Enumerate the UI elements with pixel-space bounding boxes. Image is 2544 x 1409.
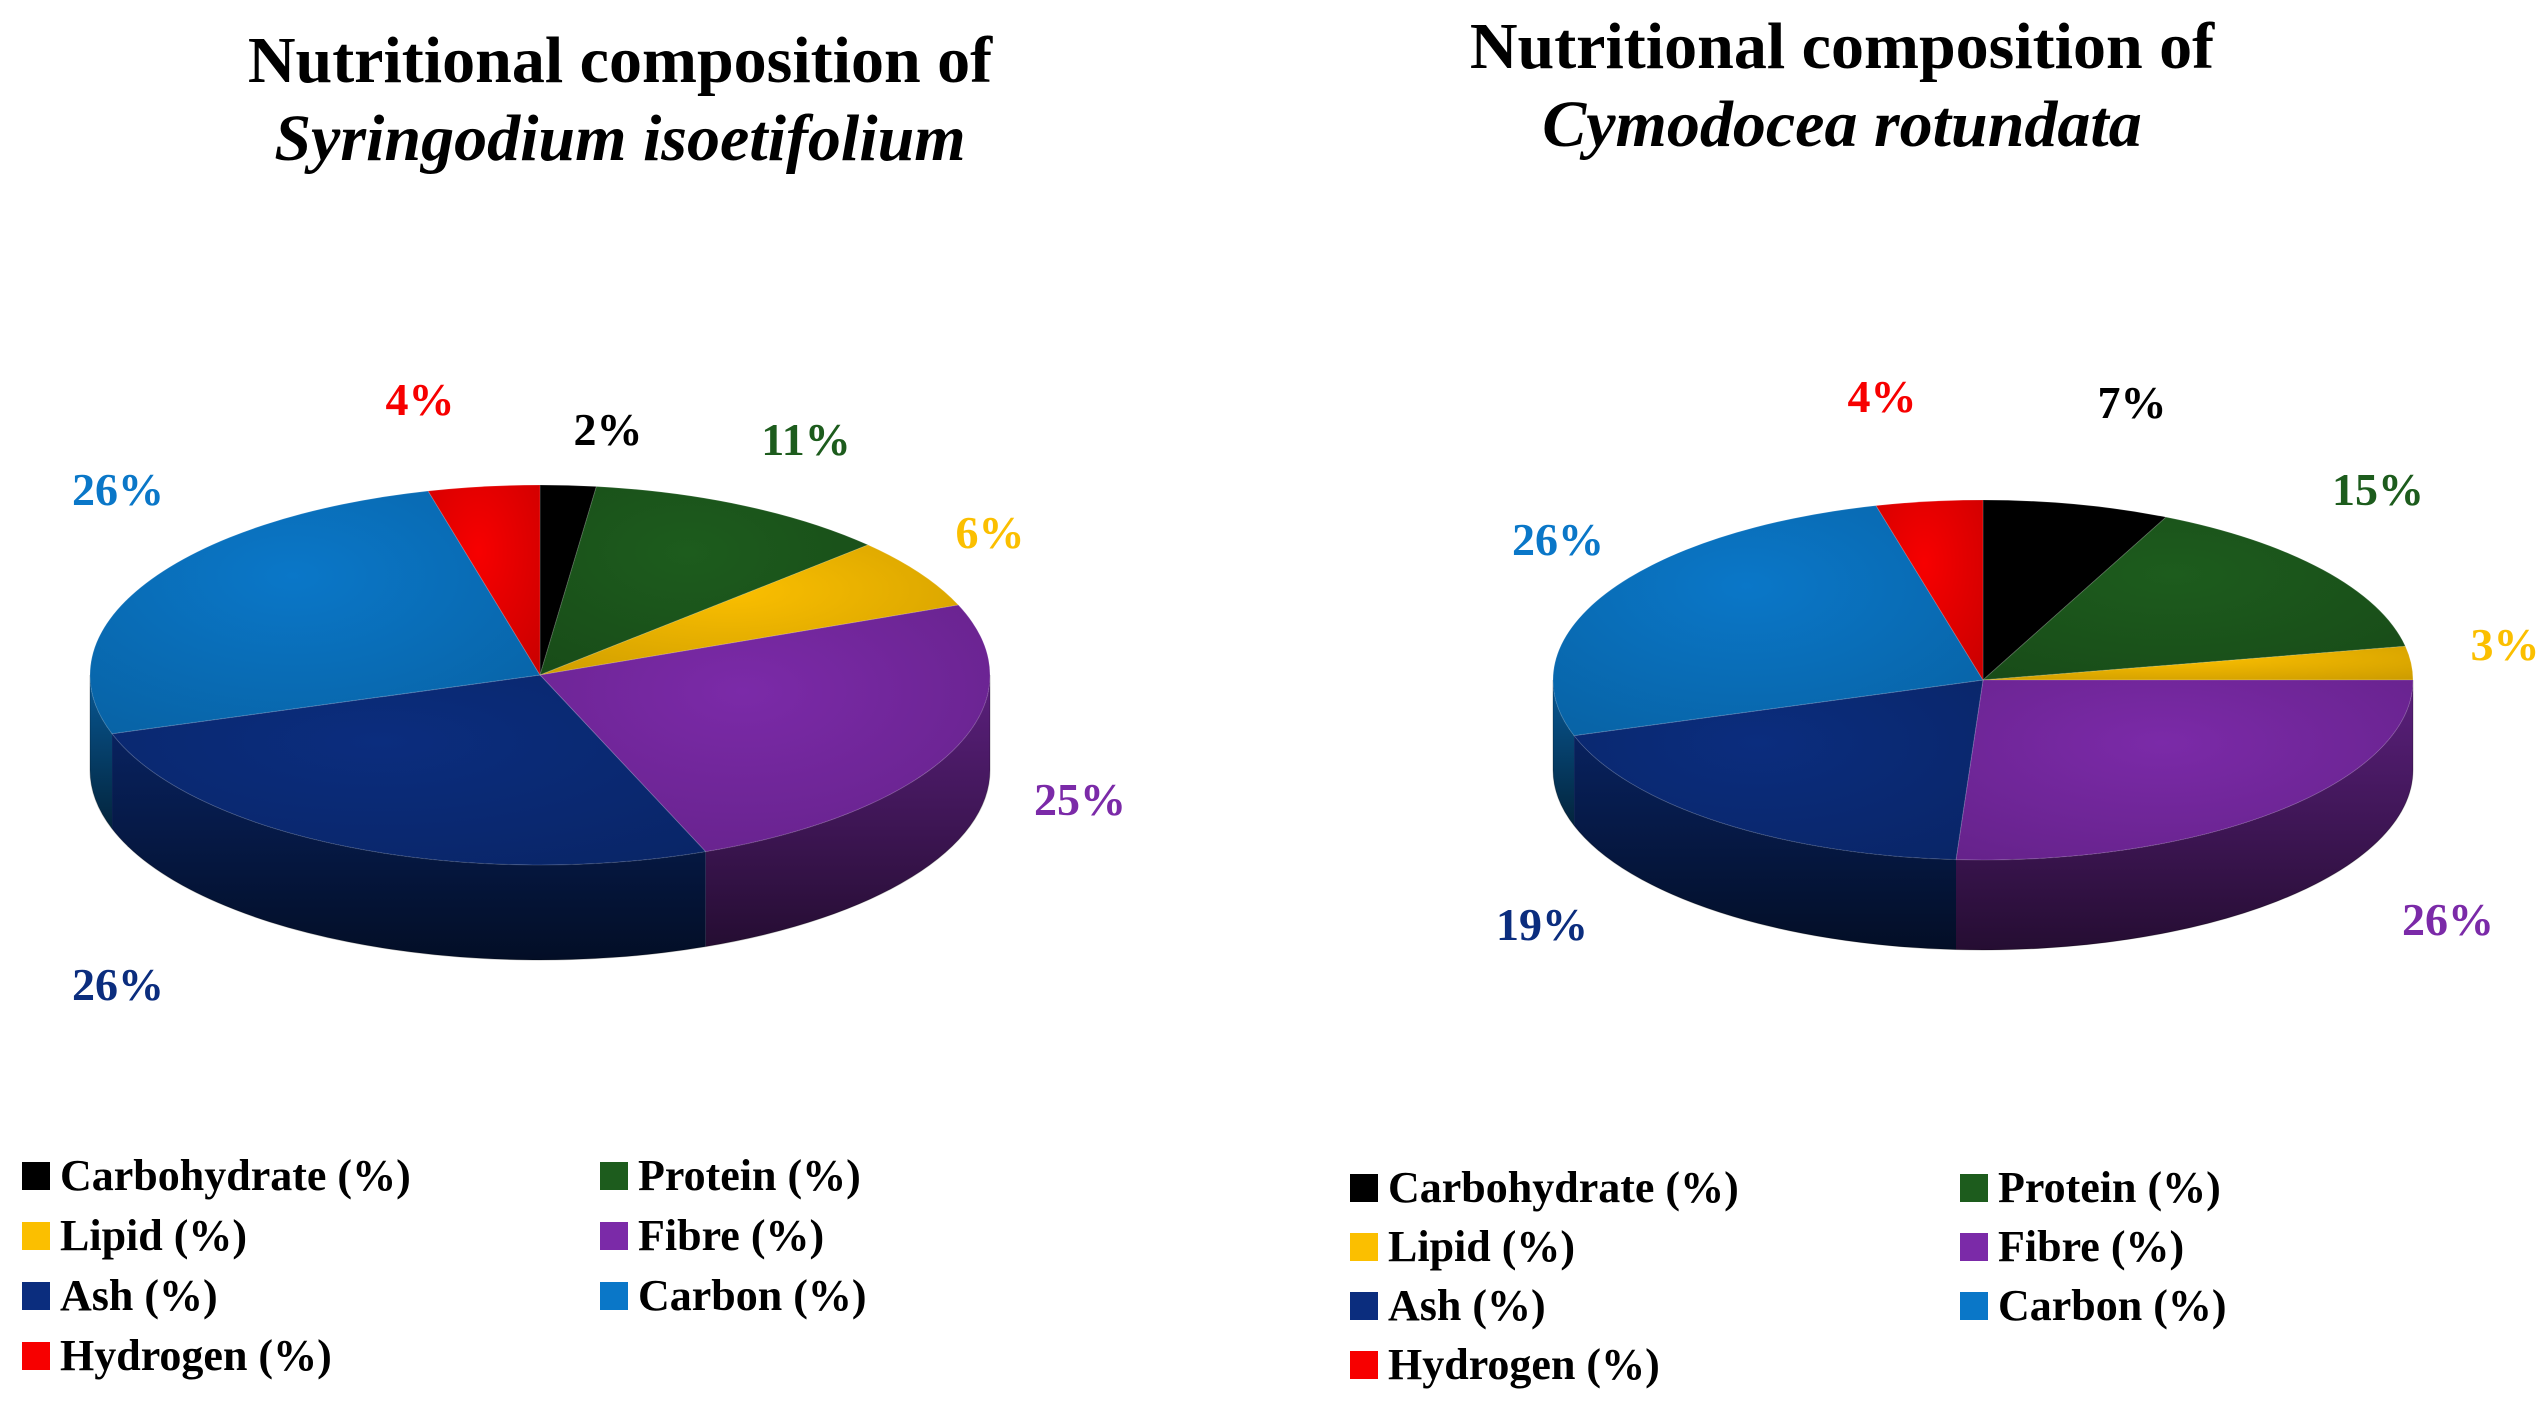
pie-slice-side (1574, 735, 1956, 950)
pie-slice-hydrogen (427, 484, 541, 677)
pie-slice-carbohydrate (1982, 499, 2168, 682)
legend-swatch (600, 1162, 628, 1190)
pie-chart-syringodium: 2% 11% 6% 25% 26% 26% 4% (72, 374, 1126, 1010)
pie-slice-side (1956, 680, 2413, 950)
legend-item: Carbohydrate (%) (22, 1150, 411, 1202)
pie-slice-side (1553, 680, 1575, 826)
legend-item: Fibre (%) (600, 1210, 824, 1262)
legend-swatch (22, 1222, 50, 1250)
legend-swatch (22, 1282, 50, 1310)
legend-item: Hydrogen (%) (1350, 1339, 1660, 1391)
data-label: 4% (386, 374, 455, 425)
legend-swatch (1350, 1174, 1378, 1202)
legend-item: Ash (%) (22, 1270, 218, 1322)
pie-slice-ash (1573, 679, 1984, 861)
legend-item: Hydrogen (%) (22, 1330, 332, 1382)
data-label: 26% (72, 464, 164, 515)
legend-swatch (1350, 1233, 1378, 1261)
pie-slice-fibre (1955, 679, 2414, 861)
pie-slice-protein (1981, 516, 2407, 681)
data-label: 26% (1512, 514, 1604, 565)
data-label: 2% (574, 404, 643, 455)
legend-swatch (600, 1222, 628, 1250)
legend-item: Ash (%) (1350, 1280, 1546, 1332)
title-species: Cymodocea rotundata (1542, 88, 2142, 161)
pie-slice-lipid (1982, 645, 2414, 681)
legend-item: Carbon (%) (1960, 1280, 2227, 1332)
legend-label: Ash (%) (1388, 1281, 1546, 1330)
legend-item: Fibre (%) (1960, 1221, 2184, 1273)
pie-slice-protein (539, 485, 870, 676)
legend-label: Lipid (%) (60, 1211, 248, 1260)
legend-swatch (1350, 1351, 1378, 1379)
pie-base-edge (89, 675, 991, 961)
legend-label: Fibre (%) (638, 1211, 825, 1260)
chart-title: Nutritional composition of Cymodocea rot… (1220, 8, 2464, 164)
legend-label: Hydrogen (%) (1388, 1340, 1660, 1389)
legend-label: Protein (%) (1998, 1163, 2221, 1212)
legend-label: Fibre (%) (1998, 1222, 2185, 1271)
legend-item: Lipid (%) (1350, 1221, 1575, 1273)
legend-label: Protein (%) (638, 1151, 861, 1200)
legend-item: Protein (%) (1960, 1162, 2221, 1214)
legend-swatch (1960, 1233, 1988, 1261)
pie-slice-carbon (1552, 505, 1984, 737)
legend-label: Carbon (%) (638, 1271, 867, 1320)
pie-slice-side (112, 733, 706, 960)
legend-label: Carbohydrate (%) (60, 1151, 411, 1200)
legend-label: Hydrogen (%) (60, 1331, 332, 1380)
legend-item: Lipid (%) (22, 1210, 247, 1262)
data-label: 4% (1848, 371, 1917, 422)
data-label: 26% (72, 959, 164, 1010)
pie-slice-side (705, 675, 990, 947)
title-line: Nutritional composition of (1469, 10, 2215, 83)
data-label: 7% (2098, 377, 2167, 428)
data-label: 15% (2332, 464, 2424, 515)
data-label: 6% (956, 507, 1025, 558)
legend-item: Carbon (%) (600, 1270, 867, 1322)
legend-swatch (600, 1282, 628, 1310)
legend-swatch (22, 1342, 50, 1370)
pie-slice-ash (111, 674, 707, 866)
pie-slice-fibre (538, 604, 991, 853)
chart-panel-syringodium: Nutritional composition of Syringodium i… (0, 0, 1240, 1409)
data-label: 26% (2402, 894, 2494, 945)
pie-slice-side (90, 675, 113, 829)
data-label: 19% (1496, 899, 1588, 950)
legend-swatch (1960, 1292, 1988, 1320)
pie-slice-carbohydrate (539, 484, 598, 676)
chart-title: Nutritional composition of Syringodium i… (0, 22, 1240, 178)
chart-panel-cymodocea: Nutritional composition of Cymodocea rot… (1300, 0, 2544, 1409)
legend-swatch (1350, 1292, 1378, 1320)
data-label: 3% (2471, 619, 2540, 670)
legend-label: Carbon (%) (1998, 1281, 2227, 1330)
legend-label: Lipid (%) (1388, 1222, 1576, 1271)
legend-swatch (22, 1162, 50, 1190)
legend-label: Ash (%) (60, 1271, 218, 1320)
title-line: Nutritional composition of (247, 24, 993, 97)
legend-item: Protein (%) (600, 1150, 861, 1202)
pie-chart-cymodocea: 7% 15% 3% 26% 19% 26% 4% (1496, 371, 2540, 951)
legend-label: Carbohydrate (%) (1388, 1163, 1739, 1212)
data-label: 11% (761, 414, 850, 465)
title-species: Syringodium isoetifolium (274, 102, 966, 175)
pie-base-edge (1552, 680, 2414, 951)
legend-item: Carbohydrate (%) (1350, 1162, 1739, 1214)
pie-slice-hydrogen (1875, 499, 1984, 682)
pie-slice-lipid (539, 544, 960, 676)
data-label: 25% (1034, 774, 1126, 825)
pie-slice-carbon (89, 490, 541, 735)
legend-swatch (1960, 1174, 1988, 1202)
